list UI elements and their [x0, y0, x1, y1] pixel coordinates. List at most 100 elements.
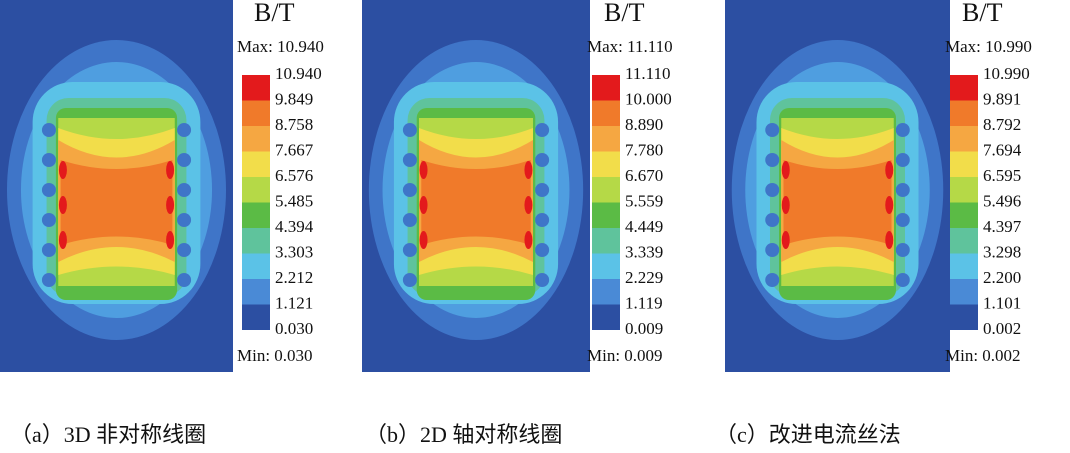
legend-swatch [242, 100, 270, 126]
legend-swatch [592, 202, 620, 228]
legend-level: 0.009 [625, 319, 663, 338]
notch [765, 123, 780, 137]
legend-level: 8.758 [275, 115, 313, 134]
legend-swatch [950, 100, 978, 126]
hot-spot [885, 196, 894, 214]
legend-level: 4.449 [625, 217, 663, 236]
notch [895, 153, 910, 167]
notch [402, 243, 417, 257]
field-plot [362, 0, 590, 372]
legend-level: 0.002 [983, 319, 1021, 338]
legend-level: 1.101 [983, 293, 1021, 312]
legend-level: 8.792 [983, 115, 1021, 134]
notch [41, 213, 56, 227]
min-label: Min: 0.002 [945, 346, 1021, 365]
legend-level: 5.559 [625, 191, 663, 210]
caption: （a）3D 非对称线圈 [10, 422, 206, 447]
legend-swatch [242, 75, 270, 101]
legend-level: 6.576 [275, 166, 313, 185]
legend-swatch [592, 279, 620, 305]
notch [402, 123, 417, 137]
notch [177, 213, 192, 227]
legend-swatch [950, 304, 978, 330]
legend-level: 2.212 [275, 268, 313, 287]
legend-swatch [592, 126, 620, 152]
legend-swatch [242, 304, 270, 330]
legend-level: 4.397 [983, 217, 1022, 236]
notch [402, 273, 417, 287]
hot-spot [58, 196, 67, 214]
caption: （b）2D 轴对称线圈 [365, 422, 562, 447]
notch [402, 153, 417, 167]
notch [41, 243, 56, 257]
legend-swatch [242, 253, 270, 279]
legend-swatch [242, 126, 270, 152]
legend-level: 10.990 [983, 64, 1030, 83]
hot-spot [419, 231, 428, 249]
legend-swatch [592, 253, 620, 279]
notch [177, 243, 192, 257]
legend-level: 3.339 [625, 242, 663, 261]
legend-level: 9.849 [275, 89, 313, 108]
notch [895, 183, 910, 197]
notch [765, 183, 780, 197]
legend-swatch [950, 126, 978, 152]
contour [60, 160, 173, 245]
legend-swatch [950, 228, 978, 254]
notch [402, 213, 417, 227]
notch [535, 153, 550, 167]
contour [421, 160, 531, 245]
hot-spot [781, 231, 790, 249]
notch [41, 273, 56, 287]
legend-level: 10.000 [625, 89, 672, 108]
hot-spot [885, 161, 894, 179]
legend-swatch [592, 75, 620, 101]
caption: （c）改进电流丝法 [715, 422, 901, 447]
legend-swatch [592, 177, 620, 203]
legend-level: 7.694 [983, 140, 1022, 159]
unit-label: B/T [962, 0, 1003, 27]
hot-spot [166, 161, 175, 179]
notch [765, 273, 780, 287]
notch [895, 243, 910, 257]
legend-swatch [592, 100, 620, 126]
max-label: Max: 11.110 [587, 37, 673, 56]
legend-level: 11.110 [625, 64, 671, 83]
legend-swatch [242, 228, 270, 254]
notch [41, 123, 56, 137]
min-label: Min: 0.030 [237, 346, 313, 365]
notch [895, 213, 910, 227]
legend-level: 7.780 [625, 140, 663, 159]
field-plot [0, 0, 233, 372]
legend-swatch [950, 202, 978, 228]
legend-level: 8.890 [625, 115, 663, 134]
notch [41, 183, 56, 197]
legend-level: 3.298 [983, 242, 1021, 261]
notch [535, 273, 550, 287]
notch [535, 243, 550, 257]
hot-spot [419, 196, 428, 214]
notch [895, 273, 910, 287]
legend-swatch [950, 151, 978, 177]
unit-label: B/T [604, 0, 645, 27]
legend-level: 0.030 [275, 319, 313, 338]
legend-swatch [950, 253, 978, 279]
legend-level: 3.303 [275, 242, 313, 261]
legend-level: 6.595 [983, 166, 1021, 185]
legend-swatch [592, 151, 620, 177]
field-plot [725, 0, 950, 372]
legend-swatch [950, 279, 978, 305]
notch [895, 123, 910, 137]
notch [535, 213, 550, 227]
legend-level: 6.670 [625, 166, 663, 185]
unit-label: B/T [254, 0, 295, 27]
legend-level: 5.496 [983, 191, 1021, 210]
hot-spot [524, 196, 533, 214]
legend-level: 9.891 [983, 89, 1021, 108]
hot-spot [781, 161, 790, 179]
min-label: Min: 0.009 [587, 346, 663, 365]
hot-spot [781, 196, 790, 214]
legend-swatch [242, 279, 270, 305]
